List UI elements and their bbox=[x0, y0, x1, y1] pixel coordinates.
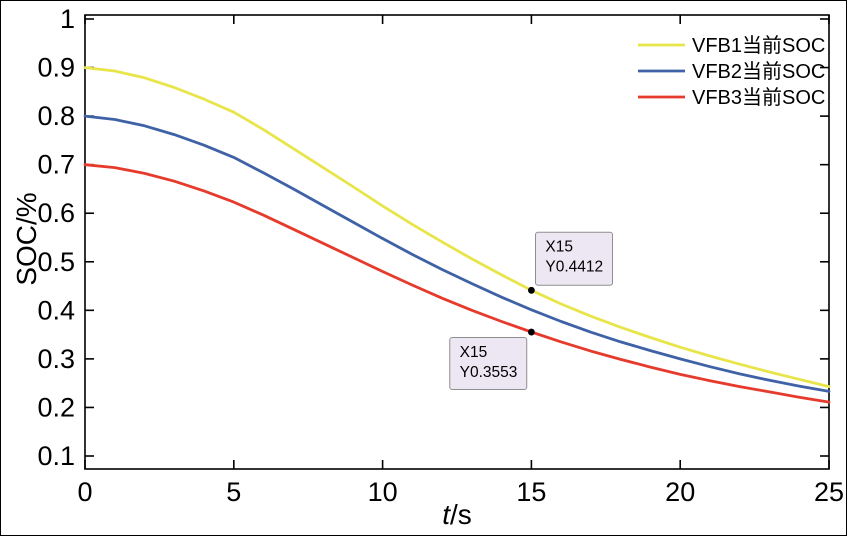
legend-label-1: VFB1当前SOC bbox=[692, 34, 825, 57]
y-tick-label: 0.9 bbox=[37, 53, 75, 83]
y-tick-label: 0.8 bbox=[37, 101, 75, 131]
y-tick-label: 0.7 bbox=[37, 150, 75, 180]
y-tick-label: 1 bbox=[60, 4, 75, 34]
datatip-marker-2[interactable] bbox=[528, 328, 535, 336]
datatip-text-line: Y0.4412 bbox=[545, 259, 604, 277]
y-tick-label: 0.6 bbox=[37, 198, 75, 228]
y-tick-label: 0.5 bbox=[37, 247, 75, 277]
x-tick-label: 5 bbox=[226, 477, 241, 507]
x-axis-variable: t bbox=[442, 499, 450, 530]
x-tick-label: 0 bbox=[77, 477, 92, 507]
series-line-3[interactable] bbox=[83, 163, 831, 404]
x-axis-unit: /s bbox=[450, 499, 472, 530]
y-tick-label: 0.1 bbox=[37, 441, 75, 471]
y-tick-label: 0.3 bbox=[37, 344, 75, 374]
y-tick-label: 0.2 bbox=[37, 392, 75, 422]
datatip-text-line: X15 bbox=[545, 239, 573, 257]
series-line-1[interactable] bbox=[83, 66, 831, 388]
x-tick-label: 10 bbox=[368, 477, 398, 507]
axes-box bbox=[84, 14, 830, 470]
x-tick-label: 20 bbox=[665, 477, 695, 507]
y-axis-title: SOC/% bbox=[11, 192, 42, 286]
legend-label-2: VFB2当前SOC bbox=[692, 60, 825, 83]
series-line-2[interactable] bbox=[83, 114, 831, 393]
datatip-box-2[interactable]: X15 Y0.3553 bbox=[449, 337, 528, 391]
datatip-box-1[interactable]: X15 Y0.4412 bbox=[535, 232, 614, 286]
datatip-text-line: X15 bbox=[459, 344, 488, 362]
y-tick-label: 0.4 bbox=[37, 295, 75, 325]
x-tick-label: 25 bbox=[814, 477, 844, 507]
x-axis-title: t/s bbox=[442, 499, 472, 531]
datatip-marker-1[interactable] bbox=[528, 286, 535, 294]
legend-label-3: VFB3当前SOC bbox=[692, 86, 825, 109]
datatip-text-line: Y0.3553 bbox=[459, 364, 518, 382]
x-tick-label: 15 bbox=[516, 477, 546, 507]
